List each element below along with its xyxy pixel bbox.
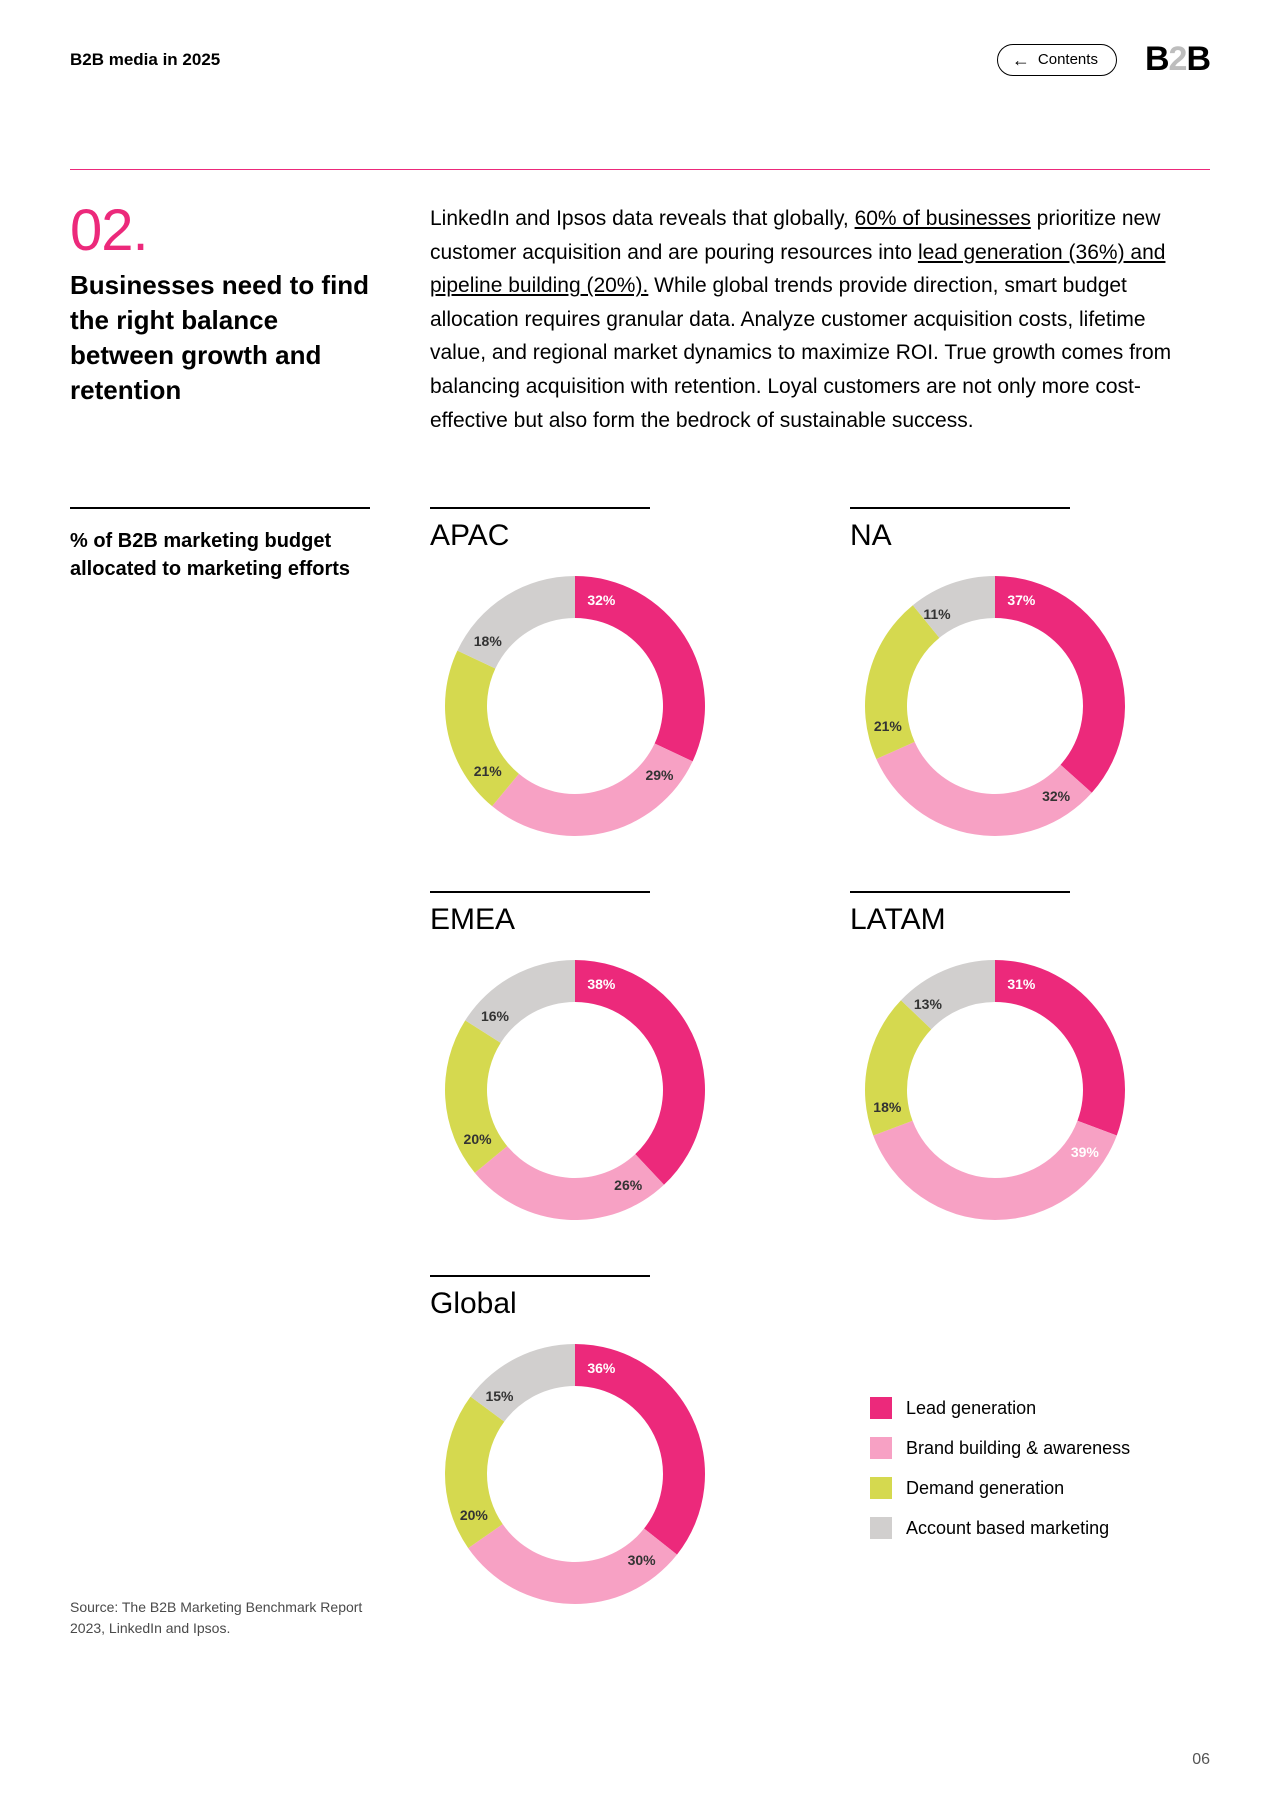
logo-b2: B [1186, 40, 1210, 78]
slice-label-demand: 20% [464, 1131, 492, 1147]
slice-label-brand: 30% [628, 1552, 656, 1568]
slice-label-lead: 37% [1007, 592, 1035, 608]
chart-title: LATAM [850, 903, 1170, 937]
slice-label-demand: 18% [873, 1099, 901, 1115]
divider [70, 169, 1210, 170]
intro-body: LinkedIn and Ipsos data reveals that glo… [430, 202, 1180, 437]
slice-demand [865, 1000, 931, 1135]
legend-item-lead: Lead generation [870, 1397, 1210, 1419]
legend-swatch [870, 1477, 892, 1499]
slice-demand [445, 1020, 507, 1173]
chart-title: APAC [430, 519, 750, 553]
charts-grid: APAC 32% 29% 21% 18% NA 37% 32% 21% 11% EMEA 38% 26%… [430, 507, 1210, 1619]
section-number: 02. [70, 202, 370, 260]
slice-demand [445, 1397, 504, 1548]
document-title: B2B media in 2025 [70, 50, 220, 70]
page-header: B2B media in 2025 ← Contents B2B [70, 40, 1210, 79]
slice-demand [865, 605, 939, 759]
slice-abm [465, 960, 575, 1043]
slice-label-lead: 32% [587, 592, 615, 608]
section-heading: Businesses need to find the right balanc… [70, 268, 370, 408]
donut-chart: 37% 32% 21% 11% [850, 561, 1140, 851]
slice-label-abm: 11% [923, 606, 950, 622]
slice-label-lead: 38% [587, 976, 615, 992]
legend-swatch [870, 1437, 892, 1459]
header-right: ← Contents B2B [997, 40, 1210, 79]
slice-label-abm: 13% [914, 996, 942, 1012]
slice-label-lead: 31% [1007, 976, 1035, 992]
b2b-logo: B2B [1145, 40, 1210, 79]
chart-apac: APAC 32% 29% 21% 18% [430, 507, 750, 851]
donut-chart: 36% 30% 20% 15% [430, 1329, 720, 1619]
chart-na: NA 37% 32% 21% 11% [850, 507, 1170, 851]
legend-item-demand: Demand generation [870, 1477, 1210, 1499]
slice-label-abm: 15% [485, 1388, 513, 1404]
donut-chart: 38% 26% 20% 16% [430, 945, 720, 1235]
slice-label-demand: 21% [874, 718, 902, 734]
chart-global: Global 36% 30% 20% 15% [430, 1275, 750, 1619]
logo-2: 2 [1169, 40, 1187, 78]
chart-rule [430, 891, 650, 893]
chart-title: EMEA [430, 903, 750, 937]
slice-label-abm: 18% [474, 633, 502, 649]
content-row: % of B2B marketing budget allocated to m… [70, 507, 1210, 1619]
chart-latam: LATAM 31% 39% 18% 13% [850, 891, 1170, 1235]
slice-brand [873, 1121, 1117, 1220]
legend-label: Account based marketing [906, 1518, 1109, 1539]
legend: Lead generation Brand building & awarenes… [850, 1337, 1210, 1557]
slice-demand [445, 651, 519, 807]
chart-emea: EMEA 38% 26% 20% 16% [430, 891, 750, 1235]
slice-label-brand: 29% [645, 767, 673, 783]
chart-rule [850, 507, 1070, 509]
contents-button[interactable]: ← Contents [997, 44, 1117, 76]
slice-brand [492, 744, 692, 837]
donut-chart: 32% 29% 21% 18% [430, 561, 720, 851]
legend-item-brand: Brand building & awareness [870, 1437, 1210, 1459]
chart-rule [850, 891, 1070, 893]
logo-b1: B [1145, 40, 1169, 78]
arrow-left-icon: ← [1012, 51, 1030, 69]
slice-label-brand: 26% [614, 1177, 642, 1193]
body-pre: LinkedIn and Ipsos data reveals that glo… [430, 207, 855, 230]
legend-label: Lead generation [906, 1398, 1036, 1419]
chart-rule [430, 1275, 650, 1277]
slice-abm [457, 576, 575, 669]
chart-rule [430, 507, 650, 509]
source-note: Source: The B2B Marketing Benchmark Repo… [70, 1597, 370, 1639]
left-column: % of B2B marketing budget allocated to m… [70, 507, 370, 1619]
donut-chart: 31% 39% 18% 13% [850, 945, 1140, 1235]
legend-label: Brand building & awareness [906, 1438, 1130, 1459]
legend-swatch [870, 1397, 892, 1419]
slice-label-brand: 32% [1042, 788, 1070, 804]
chart-caption: % of B2B marketing budget allocated to m… [70, 527, 370, 583]
chart-title: Global [430, 1287, 750, 1321]
slice-label-lead: 36% [587, 1360, 615, 1376]
slice-label-demand: 20% [460, 1507, 488, 1523]
legend-swatch [870, 1517, 892, 1539]
slice-label-demand: 21% [474, 763, 502, 779]
left-rule [70, 507, 370, 509]
legend-item-abm: Account based marketing [870, 1517, 1210, 1539]
contents-label: Contents [1038, 51, 1098, 68]
slice-label-brand: 39% [1071, 1144, 1099, 1160]
intro-row: 02. Businesses need to find the right ba… [70, 202, 1210, 437]
page-number: 06 [1192, 1751, 1210, 1769]
body-underline-1: 60% of businesses [855, 207, 1031, 230]
legend-label: Demand generation [906, 1478, 1064, 1499]
intro-left: 02. Businesses need to find the right ba… [70, 202, 370, 437]
chart-title: NA [850, 519, 1170, 553]
slice-lead [995, 576, 1125, 793]
slice-lead [575, 960, 705, 1185]
slice-label-abm: 16% [481, 1008, 509, 1024]
body-post: While global trends provide direction, s… [430, 274, 1171, 431]
